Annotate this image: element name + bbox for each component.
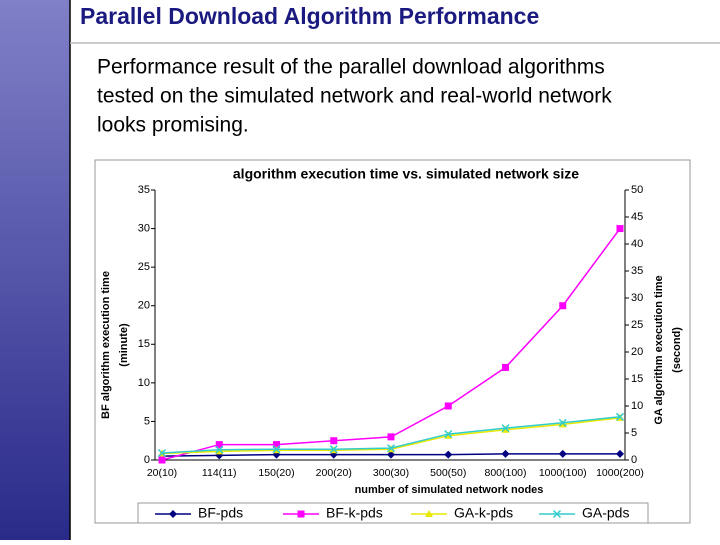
marker [444, 402, 452, 410]
y2-tick-label: 50 [631, 184, 643, 196]
legend [137, 502, 649, 524]
y2-tick-label: 15 [631, 373, 643, 385]
marker [387, 450, 395, 459]
legend-label: BF-k-pds [326, 505, 383, 521]
y2-tick-label: 5 [631, 427, 637, 439]
body-line: Performance result of the parallel downl… [97, 56, 605, 79]
y2-tick-label: 0 [631, 454, 637, 466]
y-tick-label: 35 [138, 184, 150, 196]
marker [616, 225, 624, 233]
marker [616, 449, 624, 458]
x-tick-label: 114(11) [202, 467, 237, 479]
marker [558, 418, 567, 427]
y2-tick-label: 45 [631, 211, 643, 223]
marker [330, 437, 338, 445]
y2-tick-label: 25 [631, 319, 643, 331]
legend-label: BF-pds [198, 505, 243, 521]
x-tick-label: 300(30) [373, 467, 409, 479]
body-line: looks promising. [97, 114, 249, 137]
y2-tick-label: 10 [631, 400, 643, 412]
y2-axis-title: (second) [671, 327, 683, 373]
y-tick-label: 15 [138, 338, 150, 350]
x-tick-label: 200(20) [316, 467, 352, 479]
y-tick-label: 20 [138, 300, 150, 312]
marker [502, 363, 509, 371]
marker [272, 445, 281, 454]
slide-title: Parallel Download Algorithm Performance [80, 3, 539, 29]
marker [559, 302, 567, 310]
y2-tick-label: 35 [631, 265, 643, 277]
x-tick-label: 20(10) [147, 467, 177, 479]
y-tick-label: 25 [138, 261, 150, 273]
side-bar [0, 0, 70, 540]
x-tick-label: 500(50) [430, 467, 466, 479]
y-axis-title: BF algorithm execution time [100, 271, 112, 419]
y2-tick-label: 30 [631, 292, 643, 304]
marker [297, 510, 305, 518]
y-axis-title: (minute) [118, 323, 130, 367]
legend-label: GA-pds [582, 505, 629, 521]
marker [444, 430, 453, 439]
x-axis-title: number of simulated network nodes [355, 484, 544, 496]
y2-tick-label: 20 [631, 346, 643, 358]
marker [501, 424, 510, 433]
y-tick-label: 10 [138, 377, 150, 389]
chart-title: algorithm execution time vs. simulated n… [233, 166, 579, 182]
marker [615, 412, 625, 421]
marker [215, 441, 223, 449]
x-tick-label: 1000(200) [596, 467, 644, 479]
y2-tick-label: 40 [631, 238, 643, 250]
marker [157, 448, 167, 458]
marker [273, 441, 280, 449]
body-line: tested on the simulated network and real… [97, 85, 612, 108]
marker [158, 456, 166, 464]
marker [169, 510, 177, 518]
chart-frame [94, 159, 691, 524]
y2-axis-title: GA algorithm execution time [653, 275, 665, 424]
x-tick-label: 1000(100) [539, 467, 587, 479]
marker [501, 449, 510, 458]
y-tick-label: 0 [144, 454, 150, 466]
x-tick-label: 800(100) [484, 467, 526, 479]
marker [387, 433, 395, 441]
marker [386, 444, 396, 453]
y-tick-label: 5 [144, 415, 150, 427]
legend-label: GA-k-pds [454, 505, 513, 521]
marker [425, 510, 433, 517]
y-tick-label: 30 [138, 222, 150, 234]
marker [329, 445, 338, 454]
marker [558, 449, 567, 458]
marker [552, 509, 562, 519]
marker [215, 445, 224, 454]
marker [444, 450, 453, 459]
x-tick-label: 150(20) [258, 467, 294, 479]
